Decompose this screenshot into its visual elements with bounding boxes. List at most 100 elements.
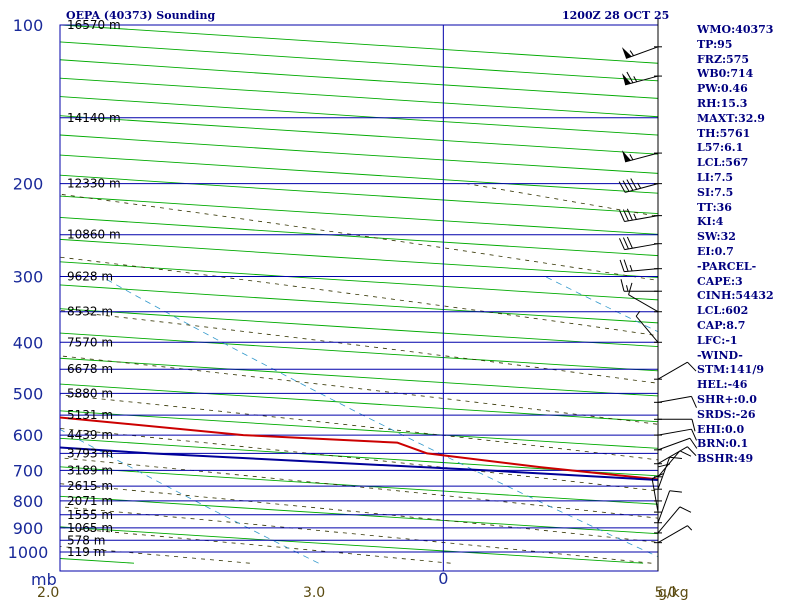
wind-barb	[622, 150, 659, 163]
valid-time: 1200Z 28 OCT 25	[562, 9, 670, 22]
index-row: TT:36	[697, 200, 732, 214]
grid	[59, 24, 659, 572]
height-label: 8532 m	[67, 305, 113, 319]
wind-barbs	[618, 18, 698, 571]
wind-barb	[657, 361, 697, 380]
height-label: 2615 m	[67, 479, 113, 493]
dry-adiabat	[60, 41, 658, 82]
index-row: STM:141/9	[697, 363, 764, 377]
moist-adiabat	[60, 256, 658, 337]
pressure-tick-label: 100	[13, 16, 44, 35]
dry-adiabat	[60, 284, 658, 324]
wind-barb	[628, 282, 659, 313]
pressure-tick-label: 400	[13, 333, 44, 352]
mixing-ratio-line	[60, 428, 319, 564]
index-row: LI:7.5	[697, 170, 734, 184]
index-row: TP:95	[697, 37, 733, 51]
plot-frame	[59, 24, 659, 572]
dry-adiabat	[60, 59, 658, 99]
index-row: -WIND-	[697, 348, 743, 362]
wind-barb	[658, 418, 696, 432]
mixing-ratio-label: 5.0	[655, 585, 677, 600]
dry-adiabat	[60, 466, 658, 505]
index-row: FRZ:575	[697, 52, 750, 66]
pressure-tick-label: 1000	[8, 543, 49, 562]
height-label: 119 m	[67, 545, 105, 559]
index-row: MAXT:32.9	[697, 111, 765, 125]
wind-barb	[619, 236, 659, 251]
height-label: 3189 m	[67, 463, 113, 477]
dry-adiabat	[60, 77, 658, 118]
index-row: CINH:54432	[697, 289, 774, 303]
dry-adiabat	[60, 195, 658, 235]
mixing-ratio-label: 3.0	[303, 585, 325, 600]
dry-adiabat	[60, 134, 658, 174]
temperature-tick-label: 0	[438, 569, 448, 588]
wind-barb	[619, 259, 659, 273]
height-label: 14140 m	[67, 111, 121, 125]
dry-adiabat	[60, 383, 658, 423]
pressure-tick-label: 600	[13, 426, 44, 445]
index-row: SHR+:0.0	[697, 392, 757, 406]
wind-barb	[619, 208, 659, 223]
wind-barb	[657, 463, 671, 501]
height-label: 9628 m	[67, 269, 113, 283]
pressure-tick-label: 200	[13, 175, 44, 194]
wind-barb	[651, 473, 664, 513]
dry-adiabat	[60, 332, 658, 372]
moist-adiabats	[60, 183, 658, 564]
wind-barb	[657, 395, 697, 408]
index-row: -PARCEL-	[697, 259, 757, 273]
index-row: PW:0.46	[697, 82, 748, 96]
index-row: EHI:0.0	[697, 422, 745, 436]
height-label: 10860 m	[67, 228, 121, 242]
moist-adiabat	[60, 394, 658, 461]
dry-adiabat	[60, 217, 658, 257]
dry-adiabat	[60, 261, 658, 301]
pressure-tick-label: 500	[13, 384, 44, 403]
index-row: HEL:-46	[697, 378, 748, 392]
index-row: KI:4	[697, 215, 724, 229]
index-row: LCL:567	[697, 156, 749, 170]
height-label: 5880 m	[67, 386, 113, 400]
height-label: 7570 m	[67, 335, 113, 349]
pressure-tick-label: 300	[13, 267, 44, 286]
wind-barb	[657, 506, 692, 534]
height-label: 2071 m	[67, 494, 113, 508]
index-row: RH:15.3	[697, 96, 748, 110]
index-row: SI:7.5	[697, 185, 734, 199]
moist-adiabat	[60, 527, 451, 564]
pressure-tick-label: 700	[13, 461, 44, 480]
height-label: 3793 m	[67, 446, 113, 460]
index-row: LFC:-1	[697, 333, 738, 347]
dry-adiabat	[60, 115, 658, 155]
dry-adiabat	[60, 96, 658, 136]
index-row: LCL:602	[697, 304, 749, 318]
dry-adiabat	[60, 357, 658, 397]
index-row: SRDS:-26	[697, 407, 756, 421]
wind-barb	[622, 71, 659, 86]
index-row: CAPE:3	[697, 274, 743, 288]
indices-panel: WMO:40373 TP:95 FRZ:575 WB0:714 PW:0.46 RH:15…	[697, 23, 774, 467]
pressure-tick-label: 800	[13, 492, 44, 511]
height-label: 5131 m	[67, 408, 113, 422]
index-row: BRN:0.1	[697, 437, 749, 451]
height-label: 4439 m	[67, 428, 113, 442]
wind-barb	[635, 310, 659, 343]
wind-barb	[657, 428, 697, 441]
station-title: OEPA (40373) Sounding	[66, 9, 216, 22]
index-row: EI:0.7	[697, 244, 734, 258]
dry-adiabats	[60, 25, 658, 564]
height-label: 1065 m	[67, 521, 113, 535]
wind-barb	[621, 46, 659, 59]
mixing-ratio-unit: g/kg	[658, 585, 689, 600]
height-label: 12330 m	[67, 177, 121, 191]
axis-labels: 100 200 300 400 500 600 700 800 900 1000 16570 m 14…	[8, 16, 689, 600]
wind-barb	[657, 456, 682, 490]
wind-barb	[657, 437, 698, 451]
mixing-ratio-label: 2.0	[37, 585, 59, 600]
height-label: 6678 m	[67, 362, 113, 376]
height-label: 16570 m	[67, 18, 121, 32]
dry-adiabat	[60, 154, 658, 194]
